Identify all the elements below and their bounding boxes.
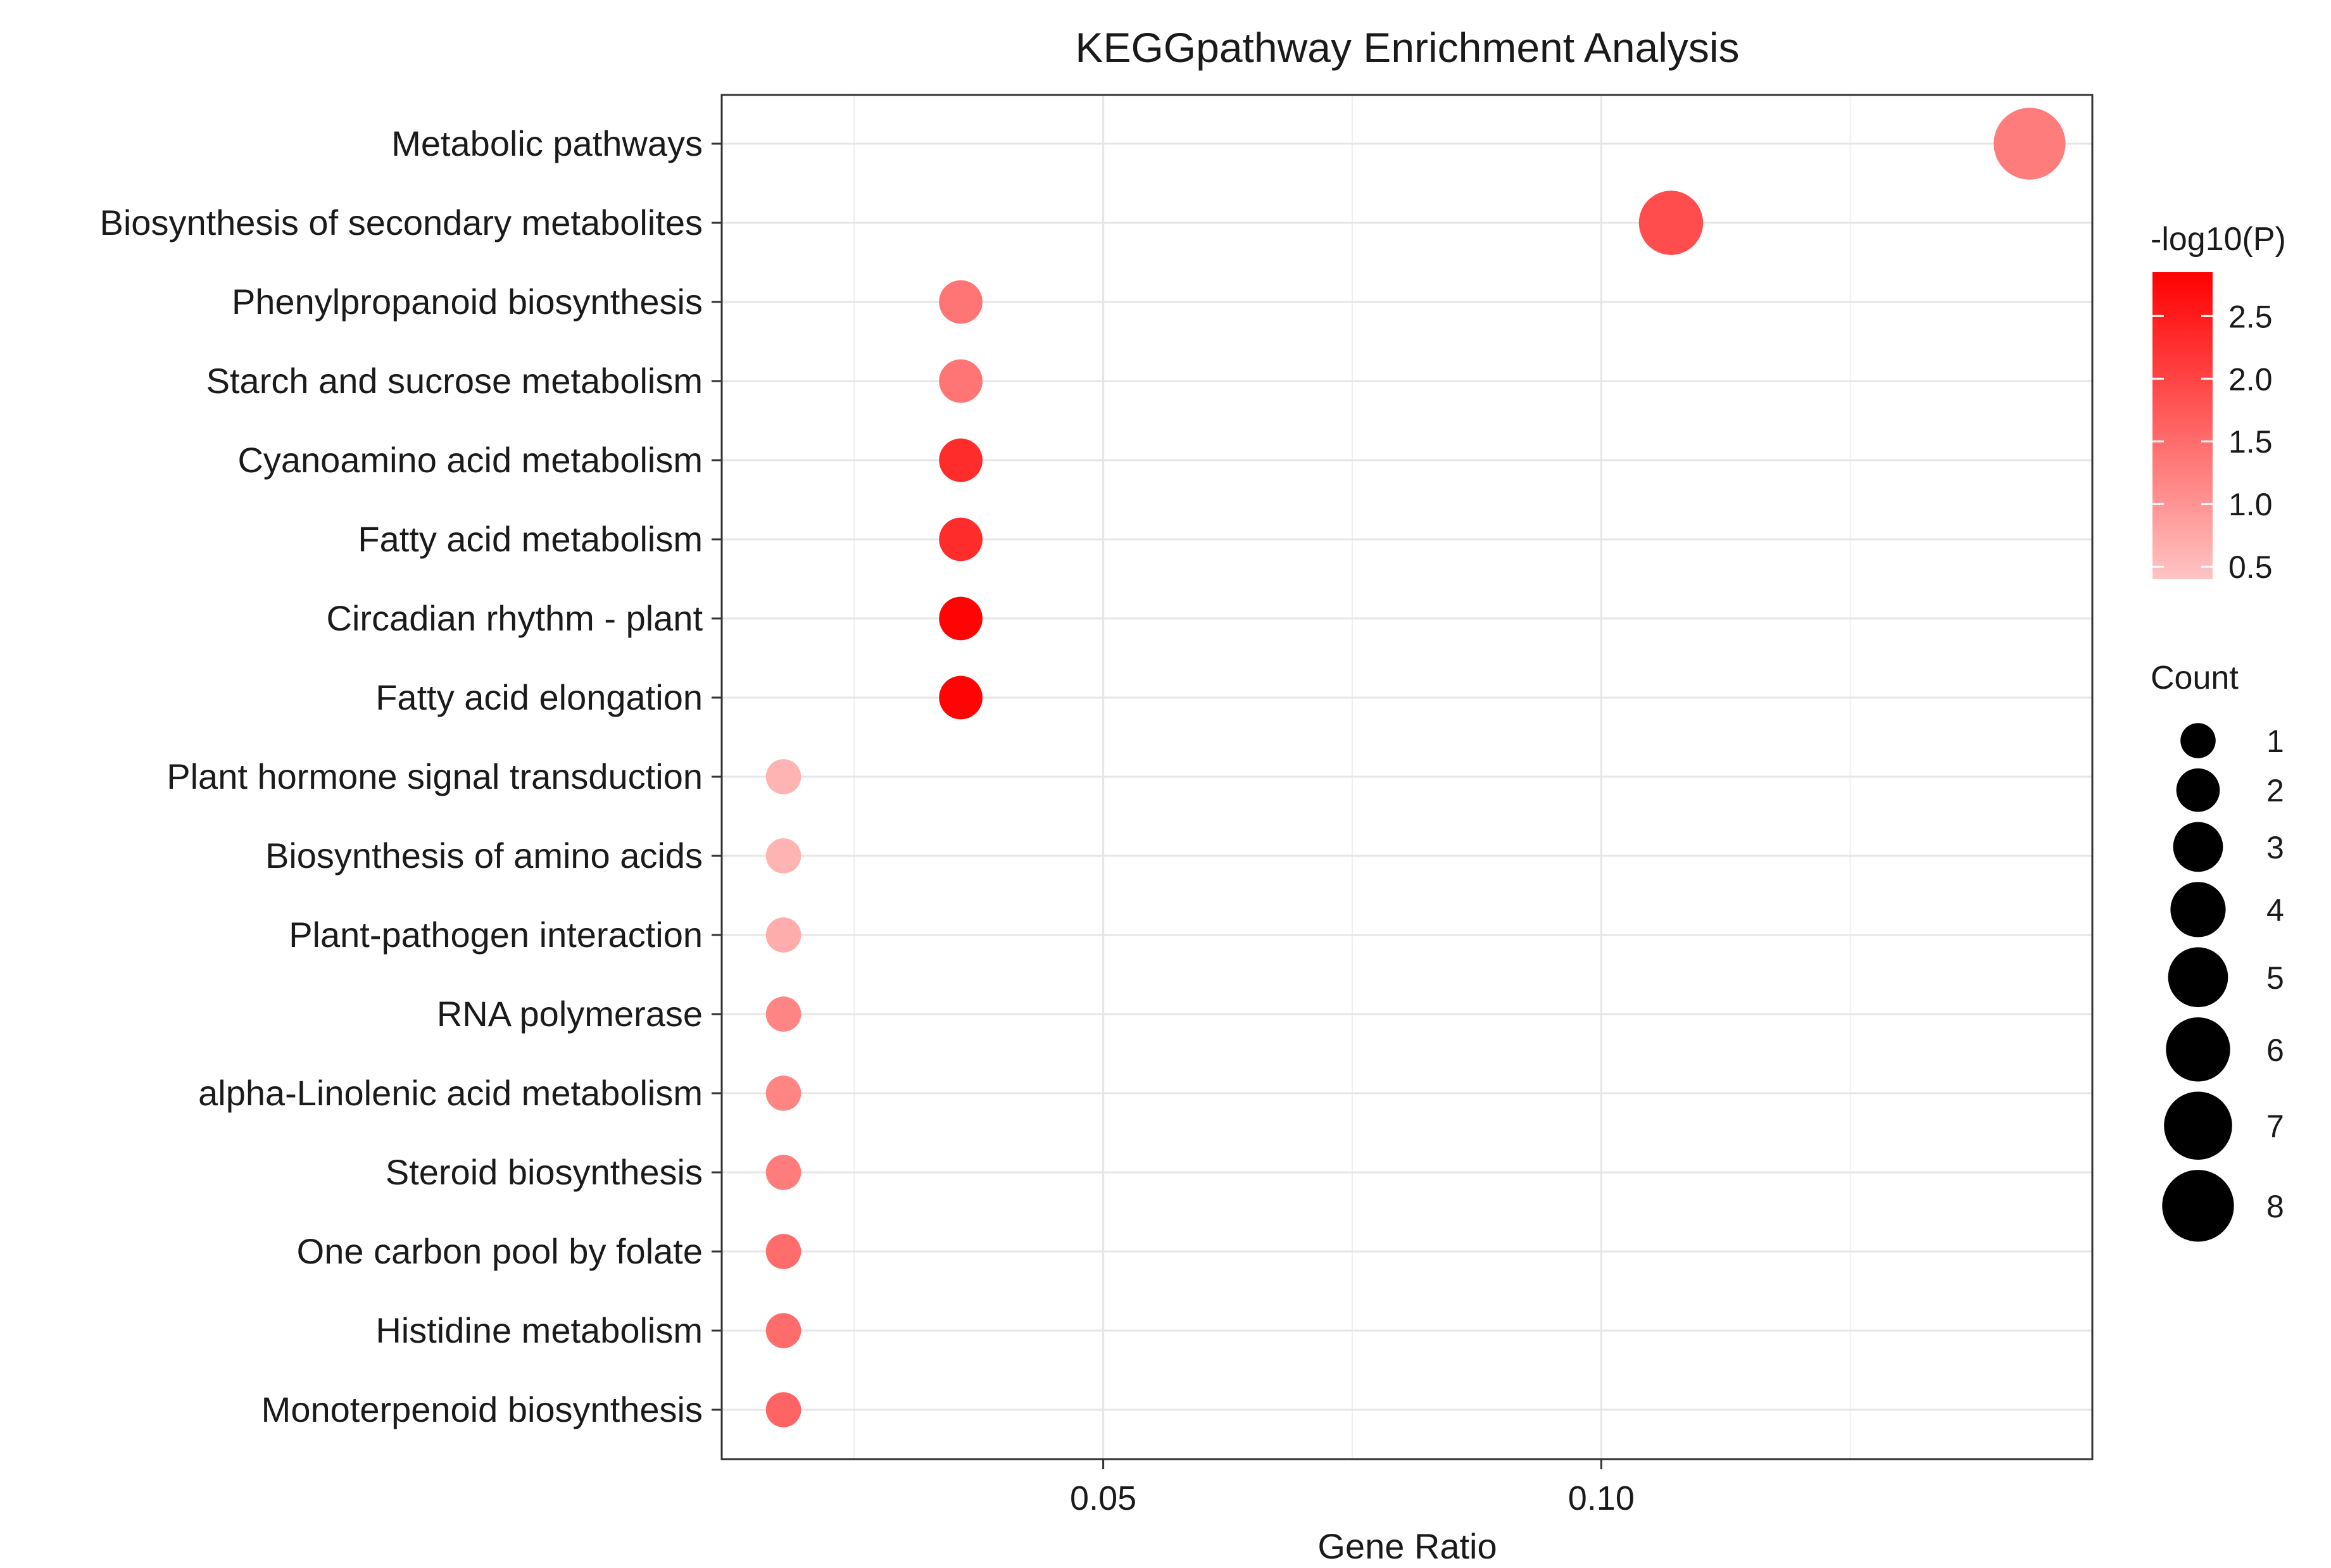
x-tick-label: 0.05 xyxy=(1070,1479,1136,1517)
size-legend-items: 1 2 3 4 5 6 7 8 xyxy=(2162,723,2284,1242)
size-legend-label: 6 xyxy=(2266,1032,2284,1068)
x-axis: 0.05 0.10 xyxy=(1070,1459,1635,1517)
y-tick-label: Starch and sucrose metabolism xyxy=(206,361,703,401)
data-point xyxy=(939,596,983,641)
y-tick-label: Steroid biosynthesis xyxy=(386,1152,703,1192)
data-point xyxy=(939,517,983,561)
size-legend-circle xyxy=(2168,947,2228,1008)
y-tick-label: Histidine metabolism xyxy=(375,1310,703,1350)
color-legend-label: 0.5 xyxy=(2228,549,2273,585)
data-point xyxy=(939,280,983,324)
size-legend-circle xyxy=(2176,768,2220,812)
size-legend-circle xyxy=(2170,882,2226,938)
data-point xyxy=(1638,191,1704,255)
size-legend-circle xyxy=(2173,822,2223,872)
color-legend-bar xyxy=(2152,272,2213,579)
data-point xyxy=(939,438,983,482)
data-point xyxy=(765,759,801,794)
y-tick-label: Phenylpropanoid biosynthesis xyxy=(232,282,703,322)
color-legend-label: 2.0 xyxy=(2228,361,2273,397)
size-legend-label: 3 xyxy=(2266,830,2284,865)
size-legend-circle xyxy=(2162,1170,2234,1242)
color-legend-title: -log10(P) xyxy=(2151,221,2286,258)
y-tick-label: Plant hormone signal transduction xyxy=(166,756,703,796)
data-point xyxy=(765,1076,801,1111)
size-legend-label: 8 xyxy=(2266,1189,2284,1224)
y-tick-label: RNA polymerase xyxy=(437,994,703,1034)
data-point xyxy=(765,838,801,874)
data-point xyxy=(1994,108,2066,180)
y-tick-label: Biosynthesis of amino acids xyxy=(265,836,703,875)
data-point xyxy=(765,917,801,953)
size-legend-label: 5 xyxy=(2266,960,2284,996)
size-legend-circle xyxy=(2164,1091,2232,1160)
y-axis: Metabolic pathways Biosynthesis of second… xyxy=(100,123,722,1429)
size-legend-label: 7 xyxy=(2266,1108,2284,1144)
data-point xyxy=(765,1313,801,1348)
chart-title: KEGGpathway Enrichment Analysis xyxy=(1075,24,1739,71)
y-tick-label: Metabolic pathways xyxy=(391,123,703,163)
data-points xyxy=(765,108,2066,1427)
data-point xyxy=(765,996,801,1032)
y-tick-label: Circadian rhythm - plant xyxy=(327,598,703,638)
y-tick-label: Fatty acid elongation xyxy=(375,677,703,717)
data-point xyxy=(765,1155,801,1190)
size-legend-title: Count xyxy=(2151,660,2239,696)
x-axis-label: Gene Ratio xyxy=(1317,1526,1497,1566)
y-tick-label: One carbon pool by folate xyxy=(297,1231,703,1271)
size-legend-circle xyxy=(2180,723,2216,758)
size-legend-label: 1 xyxy=(2266,724,2284,759)
x-tick-label: 0.10 xyxy=(1568,1479,1635,1517)
y-tick-label: Biosynthesis of secondary metabolites xyxy=(100,203,703,242)
data-point xyxy=(765,1234,801,1269)
y-tick-label: Fatty acid metabolism xyxy=(358,519,703,559)
color-legend-ticks: 0.5 1.0 1.5 2.0 2.5 xyxy=(2152,299,2273,585)
color-legend-label: 2.5 xyxy=(2228,299,2273,334)
size-legend-circle xyxy=(2166,1017,2230,1082)
y-tick-label: Plant-pathogen interaction xyxy=(289,915,703,955)
y-tick-label: Monoterpenoid biosynthesis xyxy=(261,1389,703,1429)
data-point xyxy=(939,675,983,720)
data-point xyxy=(765,1392,801,1427)
color-legend-label: 1.5 xyxy=(2228,424,2273,460)
size-legend-label: 4 xyxy=(2266,893,2284,928)
y-tick-label: alpha-Linolenic acid metabolism xyxy=(198,1073,703,1113)
data-point xyxy=(939,359,983,403)
color-legend-label: 1.0 xyxy=(2228,487,2273,522)
y-tick-label: Cyanoamino acid metabolism xyxy=(237,440,703,480)
size-legend-label: 2 xyxy=(2266,773,2284,808)
